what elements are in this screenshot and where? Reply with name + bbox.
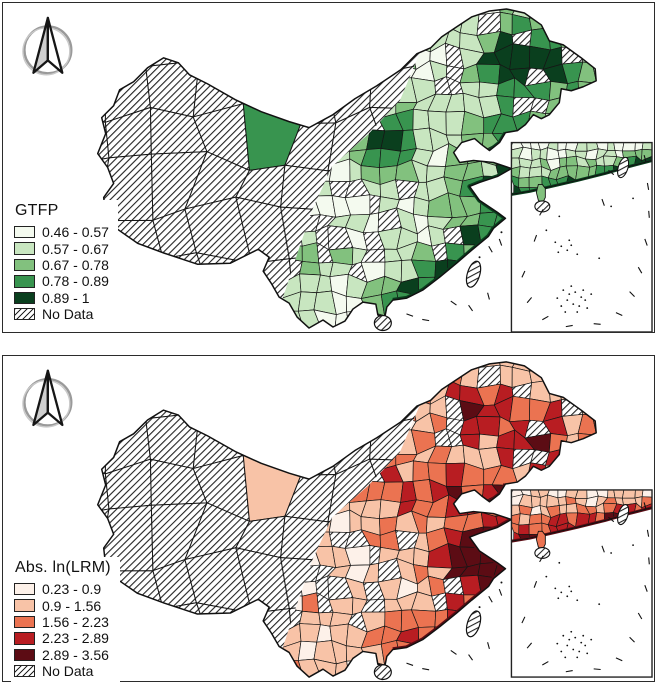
legend-swatch — [14, 242, 35, 255]
legend-swatch — [14, 615, 35, 629]
south-china-sea-inset — [510, 141, 653, 332]
legend-swatch — [14, 664, 35, 678]
legend-label: 0.57 - 0.67 — [42, 240, 109, 257]
china-map-gtfp — [22, 8, 653, 332]
legend-title: Abs. ln(LRM) — [15, 559, 111, 576]
legend-swatch — [14, 648, 35, 661]
legend-label: No Data — [42, 306, 94, 323]
legend-item: 0.23 - 0.9 — [14, 581, 111, 597]
legend-item: 0.78 - 0.89 — [14, 273, 109, 289]
legend-label: 0.23 - 0.9 — [42, 581, 102, 598]
legend-item: 0.89 - 1 — [14, 290, 109, 306]
north-arrow-icon — [22, 16, 73, 76]
legend-label: 0.89 - 1 — [42, 289, 90, 306]
legend-item: 0.9 - 1.56 — [14, 597, 111, 614]
legend-swatch — [14, 599, 35, 612]
legend-item: No Data — [14, 663, 111, 679]
legend-gtfp: GTFP 0.46 - 0.57 0.57 - 0.67 0.67 - 0.78 0.… — [11, 200, 118, 326]
legend-swatch — [14, 307, 35, 321]
legend-label: 2.89 - 3.56 — [42, 646, 109, 663]
legend-swatch — [14, 258, 35, 272]
legend-item: No Data — [14, 306, 109, 322]
legend-swatch — [14, 275, 35, 288]
legend-item: 0.46 - 0.57 — [14, 224, 109, 240]
legend-label: 0.9 - 1.56 — [42, 597, 102, 614]
north-arrow-icon — [22, 369, 73, 428]
legend-label: 2.23 - 2.89 — [42, 630, 109, 647]
legend-swatch — [14, 225, 35, 239]
panel-lrm-map: Abs. ln(LRM) 0.23 - 0.9 0.9 - 1.56 1.56 - … — [2, 355, 655, 683]
legend-label: 0.78 - 0.89 — [42, 273, 109, 290]
legend-rows: 0.46 - 0.57 0.57 - 0.67 0.67 - 0.78 0.78 - … — [14, 224, 109, 322]
legend-item: 0.57 - 0.67 — [14, 240, 109, 257]
china-map-lrm — [22, 361, 653, 681]
legend-swatch — [14, 291, 35, 304]
legend-label: 1.56 - 2.23 — [42, 613, 109, 630]
panel-gtfp-map: GTFP 0.46 - 0.57 0.57 - 0.67 0.67 - 0.78 0.… — [2, 2, 655, 333]
legend-item: 2.23 - 2.89 — [14, 630, 111, 646]
legend-swatch — [14, 582, 35, 596]
legend-label: 0.46 - 0.57 — [42, 224, 109, 241]
legend-item: 0.67 - 0.78 — [14, 257, 109, 273]
legend-item: 2.89 - 3.56 — [14, 647, 111, 663]
legend-label: 0.67 - 0.78 — [42, 256, 109, 273]
south-china-sea-inset — [510, 489, 653, 678]
legend-item: 1.56 - 2.23 — [14, 614, 111, 630]
legend-swatch — [14, 632, 35, 645]
legend-label: No Data — [42, 663, 94, 680]
legend-lrm: Abs. ln(LRM) 0.23 - 0.9 0.9 - 1.56 1.56 - … — [11, 557, 120, 683]
legend-rows: 0.23 - 0.9 0.9 - 1.56 1.56 - 2.23 2.23 - 2.… — [14, 581, 111, 679]
legend-title: GTFP — [15, 202, 59, 219]
